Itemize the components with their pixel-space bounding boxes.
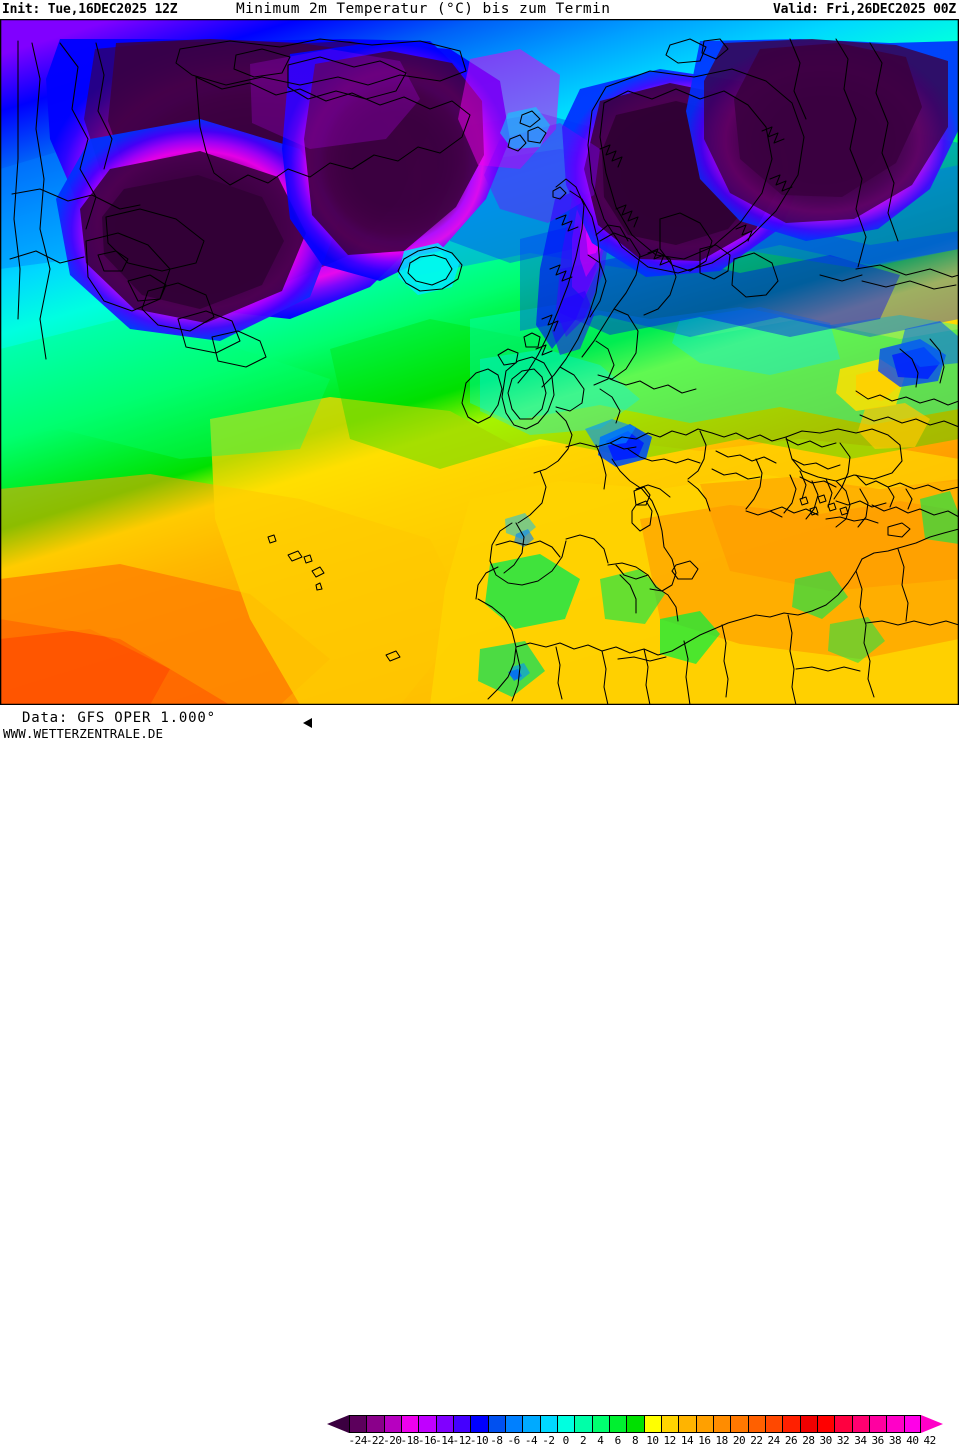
weather-map-page: Init: Tue,16DEC2025 12Z Minimum 2m Tempe… bbox=[0, 0, 959, 741]
colorbar-tick: 26 bbox=[785, 1434, 797, 1447]
colorbar-tick: 14 bbox=[681, 1434, 693, 1447]
colorbar-tick: 18 bbox=[716, 1434, 728, 1447]
colorbar-tick: 36 bbox=[872, 1434, 884, 1447]
init-time-label: Init: Tue,16DEC2025 12Z bbox=[2, 2, 177, 17]
colorbar-cell bbox=[592, 1415, 609, 1433]
colorbar-under-arrow-icon bbox=[327, 1415, 349, 1433]
colorbar-cell bbox=[782, 1415, 799, 1433]
colorbar-cell bbox=[817, 1415, 834, 1433]
colorbar-cell bbox=[470, 1415, 487, 1433]
colorbar-tick: 38 bbox=[889, 1434, 901, 1447]
colorbar-cell bbox=[626, 1415, 643, 1433]
colorbar-tick: -8 bbox=[490, 1434, 502, 1447]
colorbar-tick: 34 bbox=[854, 1434, 866, 1447]
colorbar-cell bbox=[748, 1415, 765, 1433]
colorbar-tick: -4 bbox=[525, 1434, 537, 1447]
colorbar-cell bbox=[488, 1415, 505, 1433]
colorbar-cell bbox=[540, 1415, 557, 1433]
colorbar-cell bbox=[886, 1415, 903, 1433]
colorbar-cell bbox=[453, 1415, 470, 1433]
colorbar-cell bbox=[678, 1415, 695, 1433]
colorbar-tick: -20 bbox=[383, 1434, 401, 1447]
colorbar-cell bbox=[349, 1415, 366, 1433]
colorbar-tick: -16 bbox=[418, 1434, 436, 1447]
colorbar-tick: 32 bbox=[837, 1434, 849, 1447]
colorbar-tick: -12 bbox=[452, 1434, 470, 1447]
colorbar-tick: 10 bbox=[646, 1434, 658, 1447]
colorbar-cell bbox=[869, 1415, 886, 1433]
colorbar-tick: 4 bbox=[597, 1434, 603, 1447]
colorbar-cell bbox=[418, 1415, 435, 1433]
colorbar-cell bbox=[730, 1415, 747, 1433]
colorbar-cell bbox=[765, 1415, 782, 1433]
colorbar-tick: 6 bbox=[615, 1434, 621, 1447]
colorbar-cell bbox=[800, 1415, 817, 1433]
colorbar-tick: 16 bbox=[698, 1434, 710, 1447]
colorbar-tick: 20 bbox=[733, 1434, 745, 1447]
colorbar-tick: -10 bbox=[470, 1434, 488, 1447]
colorbar-tick: 24 bbox=[768, 1434, 780, 1447]
valid-time-label: Valid: Fri,26DEC2025 00Z bbox=[773, 2, 956, 17]
colorbar-tick: -22 bbox=[366, 1434, 384, 1447]
colorbar-cell bbox=[505, 1415, 522, 1433]
colorbar-over-arrow-icon bbox=[921, 1415, 943, 1433]
map-canvas bbox=[0, 19, 959, 705]
colorbar-tick: 28 bbox=[802, 1434, 814, 1447]
colorbar-tick: 40 bbox=[906, 1434, 918, 1447]
colorbar-tick: 8 bbox=[632, 1434, 638, 1447]
colorbar-cell bbox=[366, 1415, 383, 1433]
website-label: WWW.WETTERZENTRALE.DE bbox=[3, 726, 163, 741]
colorbar-cell bbox=[522, 1415, 539, 1433]
colorbar-cell bbox=[661, 1415, 678, 1433]
colorbar-tick: 30 bbox=[820, 1434, 832, 1447]
colorbar-cell bbox=[557, 1415, 574, 1433]
data-source-label: Data: GFS OPER 1.000° bbox=[22, 710, 216, 726]
colorbar-tick: 42 bbox=[924, 1434, 936, 1447]
colorbar-tick: -2 bbox=[542, 1434, 554, 1447]
colorbar-cell bbox=[852, 1415, 869, 1433]
map-header: Init: Tue,16DEC2025 12Z Minimum 2m Tempe… bbox=[0, 0, 959, 19]
colorbar-cell bbox=[834, 1415, 851, 1433]
colorbar-tick: -6 bbox=[508, 1434, 520, 1447]
colorbar-cell bbox=[436, 1415, 453, 1433]
colorbar-tick: 2 bbox=[580, 1434, 586, 1447]
colorbar-cell bbox=[401, 1415, 418, 1433]
temperature-map[interactable] bbox=[0, 19, 959, 705]
colorbar-tick: 0 bbox=[563, 1434, 569, 1447]
colorbar-cell bbox=[713, 1415, 730, 1433]
colorbar-tick: -14 bbox=[435, 1434, 453, 1447]
colorbar-cell bbox=[384, 1415, 401, 1433]
colorbar-cell bbox=[574, 1415, 591, 1433]
colorbar-tick: 22 bbox=[750, 1434, 762, 1447]
colorbar-tick: 12 bbox=[664, 1434, 676, 1447]
colorbar-cell bbox=[644, 1415, 661, 1433]
colorbar-cell bbox=[696, 1415, 713, 1433]
map-footer: Data: GFS OPER 1.000° WWW.WETTERZENTRALE… bbox=[0, 705, 959, 741]
page-title: Minimum 2m Temperatur (°C) bis zum Termi… bbox=[236, 1, 610, 17]
left-pointer-marker-icon bbox=[303, 718, 312, 728]
colorbar-tick: -24 bbox=[348, 1434, 366, 1447]
colorbar-cell bbox=[904, 1415, 921, 1433]
colorbar-cell bbox=[609, 1415, 626, 1433]
colorbar-tick: -18 bbox=[400, 1434, 418, 1447]
